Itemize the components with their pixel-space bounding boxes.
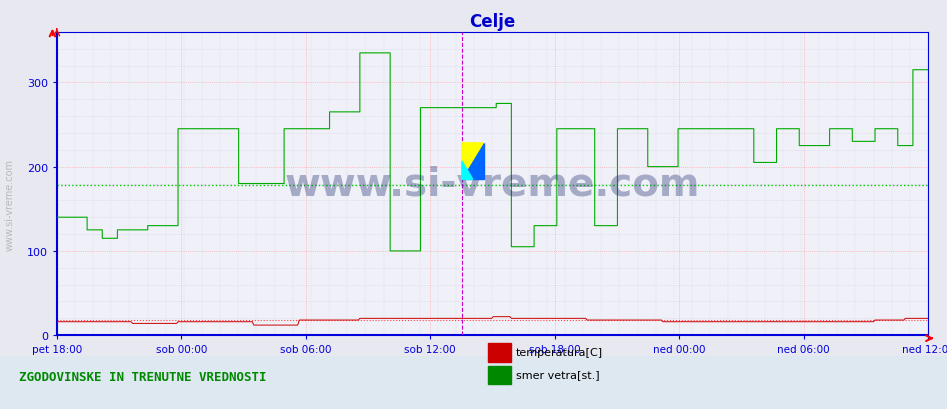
Polygon shape bbox=[462, 144, 484, 180]
Text: temperatura[C]: temperatura[C] bbox=[516, 347, 603, 357]
Text: www.si-vreme.com: www.si-vreme.com bbox=[5, 159, 14, 250]
Polygon shape bbox=[462, 144, 484, 180]
Polygon shape bbox=[462, 162, 473, 180]
Text: ZGODOVINSKE IN TRENUTNE VREDNOSTI: ZGODOVINSKE IN TRENUTNE VREDNOSTI bbox=[19, 371, 266, 383]
Text: smer vetra[st.]: smer vetra[st.] bbox=[516, 369, 599, 379]
Text: www.si-vreme.com: www.si-vreme.com bbox=[285, 165, 700, 203]
Title: Celje: Celje bbox=[470, 13, 515, 31]
